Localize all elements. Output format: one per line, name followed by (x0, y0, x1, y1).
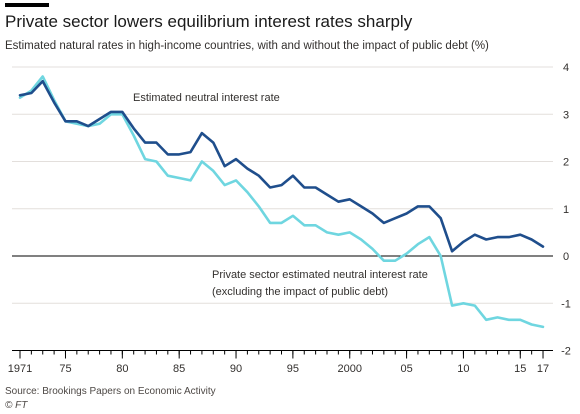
x-tick-label: 2000 (337, 363, 361, 375)
x-tick-label: 85 (173, 363, 185, 375)
annotation-neutral-rate: Estimated neutral interest rate (133, 92, 280, 104)
y-tick-label: -2 (561, 346, 571, 358)
x-tick-label: 15 (514, 363, 526, 375)
series-line-neutral-rate (18, 79, 545, 253)
x-tick-label: 75 (59, 363, 71, 375)
y-tick-label: -1 (561, 298, 571, 310)
x-tick-label: 10 (457, 363, 469, 375)
y-tick-label: 2 (563, 157, 569, 169)
x-tick-label: 80 (116, 363, 128, 375)
y-tick-label: 3 (563, 109, 569, 121)
annotation-private-sector-note: (excluding the impact of public debt) (212, 286, 388, 298)
series-line-private-sector (18, 75, 545, 329)
x-tick-label: 95 (287, 363, 299, 375)
annotation-private-sector: Private sector estimated neutral interes… (212, 269, 428, 281)
chart-title: Private sector lowers equilibrium intere… (5, 12, 413, 31)
ft-credit: © FT (5, 400, 28, 411)
x-tick-label: 90 (230, 363, 242, 375)
y-tick-label: 4 (563, 62, 569, 74)
source-note: Source: Brookings Papers on Economic Act… (5, 386, 216, 397)
x-tick-label: 17 (537, 363, 549, 375)
ft-top-bar (5, 3, 49, 7)
chart-subtitle: Estimated natural rates in high-income c… (5, 40, 489, 52)
y-tick-label: 0 (563, 251, 569, 263)
x-tick-label: 1971 (8, 363, 32, 375)
x-tick-label: 05 (400, 363, 412, 375)
y-tick-label: 1 (563, 204, 569, 216)
